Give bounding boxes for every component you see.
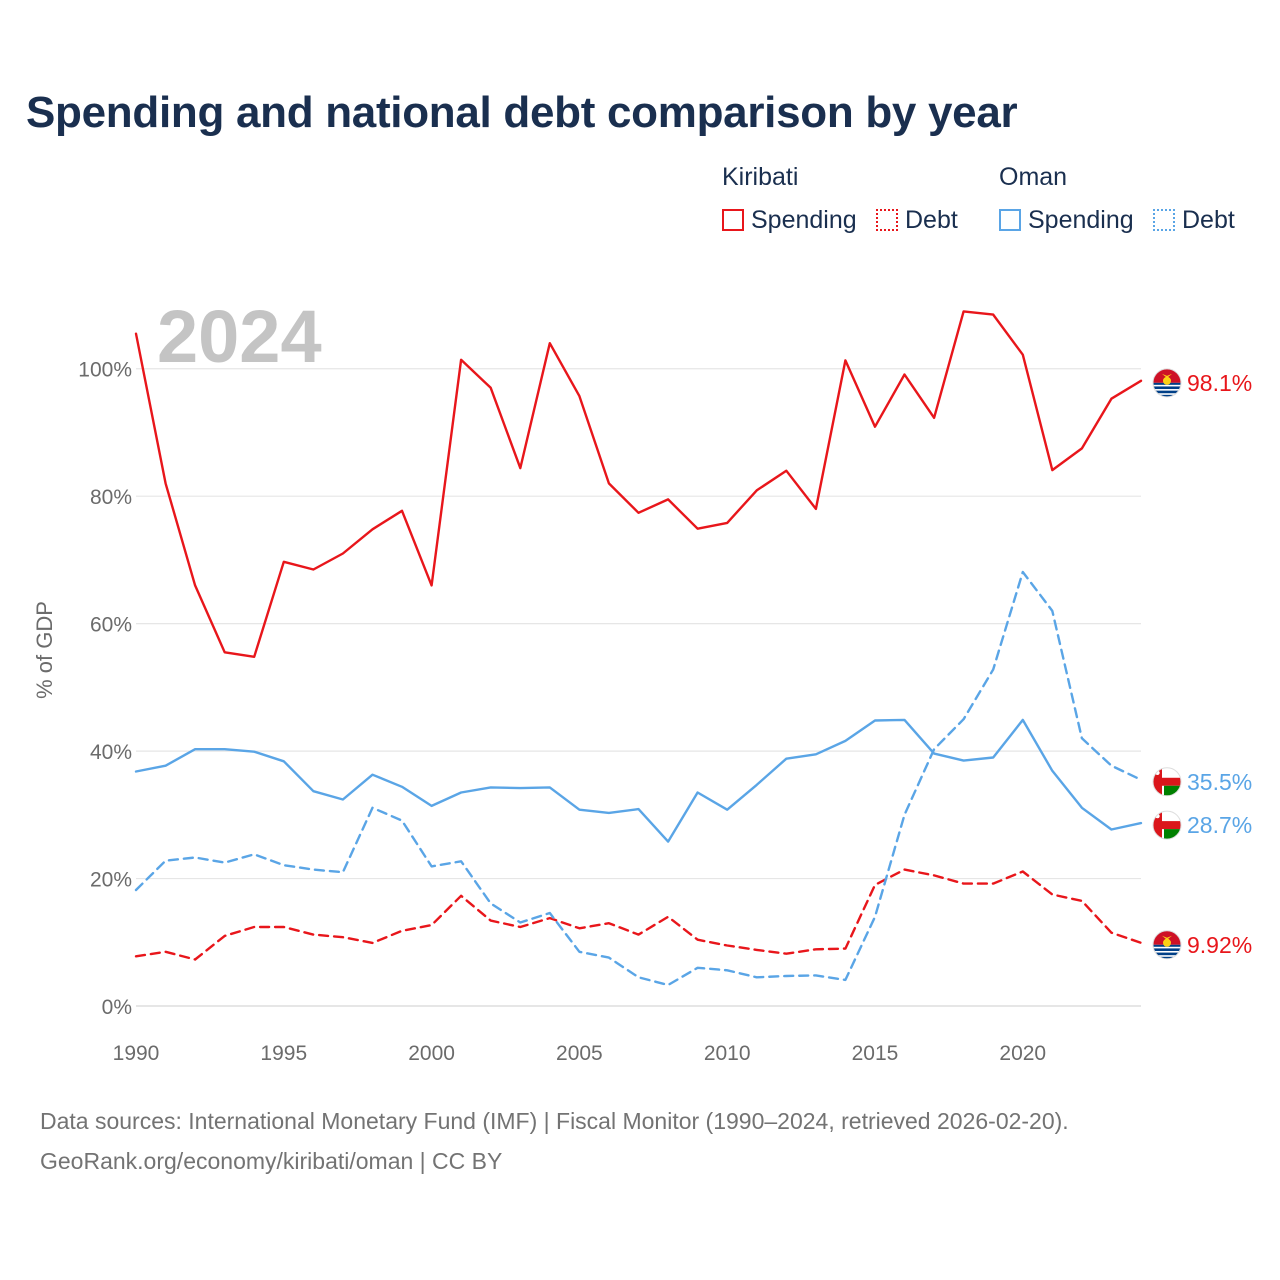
y-axis-label: % of GDP xyxy=(32,601,57,699)
series-group xyxy=(134,310,1143,987)
page-title: Spending and national debt comparison by… xyxy=(26,88,1018,137)
x-tick-label: 1990 xyxy=(113,1042,160,1065)
legend-item-oman-debt[interactable]: Debt xyxy=(1153,204,1235,236)
legend-label: Spending xyxy=(1028,205,1134,234)
legend-item-kiribati-debt[interactable]: Debt xyxy=(876,204,958,236)
x-tick-label: 2020 xyxy=(999,1042,1046,1065)
legend-label: Debt xyxy=(1182,205,1235,234)
y-axis-ticks: 0% 20% 40% 60% 80% 100% xyxy=(78,359,132,1019)
source-line-1: Data sources: International Monetary Fun… xyxy=(40,1108,1069,1134)
y-tick-label: 100% xyxy=(78,359,132,382)
series-line-kiribati-spending[interactable] xyxy=(134,310,1143,658)
end-label: 98.1% xyxy=(1187,370,1252,396)
year-watermark: 2024 xyxy=(157,295,322,378)
y-tick-label: 60% xyxy=(90,614,132,637)
legend-group-oman: Oman xyxy=(999,163,1068,191)
x-tick-label: 2015 xyxy=(852,1042,899,1065)
legend-item-oman-spending[interactable]: Spending xyxy=(999,204,1134,236)
end-label: 28.7% xyxy=(1187,812,1252,838)
end-label: 9.92% xyxy=(1187,932,1252,958)
x-tick-label: 2010 xyxy=(704,1042,751,1065)
x-axis-ticks: 1990 1995 2000 2005 2010 2015 2020 xyxy=(113,1042,1046,1065)
series-line-oman-spending[interactable] xyxy=(134,718,1143,843)
legend-swatch-solid-icon xyxy=(999,209,1021,231)
source-line-2[interactable]: GeoRank.org/economy/kiribati/oman | CC B… xyxy=(40,1148,503,1174)
series-line-oman-debt[interactable] xyxy=(134,570,1143,987)
y-tick-label: 0% xyxy=(102,996,132,1019)
end-labels-group: 98.1% 35.5% 28.7% 9.92% xyxy=(1152,368,1252,960)
y-tick-label: 20% xyxy=(90,869,132,892)
x-tick-label: 2005 xyxy=(556,1042,603,1065)
x-tick-label: 2000 xyxy=(408,1042,455,1065)
oman-flag-icon xyxy=(1152,810,1182,840)
oman-flag-icon xyxy=(1152,767,1182,797)
legend-swatch-dotted-icon xyxy=(1153,209,1175,231)
legend-label: Spending xyxy=(751,205,857,234)
legend-group-kiribati: Kiribati xyxy=(722,163,799,191)
series-line-kiribati-debt[interactable] xyxy=(134,868,1143,961)
y-tick-label: 40% xyxy=(90,741,132,764)
kiribati-flag-icon xyxy=(1152,930,1182,960)
kiribati-flag-icon xyxy=(1152,368,1182,398)
legend-item-kiribati-spending[interactable]: Spending xyxy=(722,204,857,236)
end-label: 35.5% xyxy=(1187,769,1252,795)
legend-swatch-dotted-icon xyxy=(876,209,898,231)
y-tick-label: 80% xyxy=(90,486,132,509)
legend-swatch-solid-icon xyxy=(722,209,744,231)
legend-label: Debt xyxy=(905,205,958,234)
grid-lines xyxy=(136,368,1141,1007)
x-tick-label: 1995 xyxy=(260,1042,307,1065)
